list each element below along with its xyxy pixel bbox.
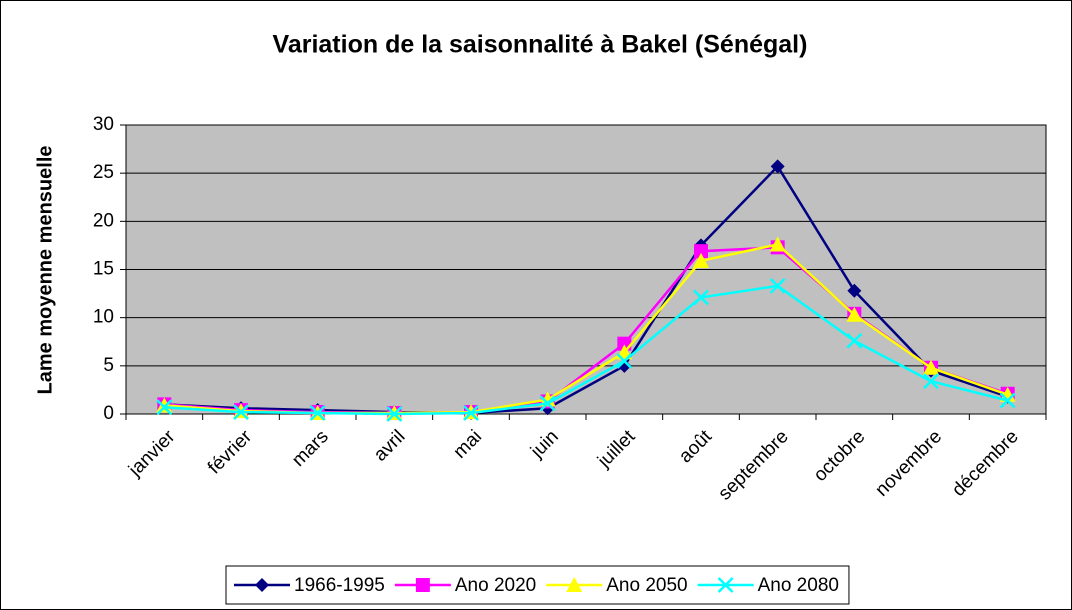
marker: [769, 236, 786, 252]
marker: [923, 373, 939, 390]
legend-label: Ano 2050: [606, 575, 687, 596]
marker: [539, 395, 556, 412]
series-line: [164, 164, 1009, 415]
marker: [846, 332, 863, 349]
marker: [255, 578, 269, 592]
y-tick-label: 30: [93, 114, 114, 135]
marker: [463, 405, 479, 421]
marker: [999, 392, 1016, 409]
y-tick-label: 20: [93, 210, 114, 231]
marker: [693, 289, 709, 306]
legend: 1966-1995 Ano 2020 Ano 2050 Ano 2080: [225, 565, 850, 605]
marker: [386, 406, 403, 422]
marker: [694, 244, 708, 259]
marker: [156, 399, 173, 416]
y-tick-label: 10: [93, 307, 114, 328]
legend-label: Ano 2020: [455, 575, 536, 596]
chart-title: Variation de la saisonnalité à Bakel (Sé…: [273, 31, 808, 59]
y-tick-label: 5: [103, 355, 114, 376]
marker: [566, 577, 583, 592]
marker: [846, 306, 863, 322]
marker: [616, 353, 633, 369]
marker: [415, 578, 430, 592]
marker: [770, 159, 785, 174]
y-tick-label: 15: [93, 259, 114, 280]
marker: [847, 283, 862, 298]
y-tick-label: 0: [103, 403, 114, 424]
marker: [769, 277, 786, 294]
legend-label: 1966-1995: [294, 575, 385, 596]
marker: [693, 252, 709, 268]
y-axis-label: Lame moyenne mensuelle: [34, 146, 56, 395]
legend-label: Ano 2080: [758, 575, 839, 596]
marker: [309, 405, 326, 421]
series-line: [164, 284, 1008, 416]
marker: [233, 404, 249, 420]
y-tick-label: 25: [93, 162, 114, 183]
marker: [717, 577, 734, 593]
marker: [923, 359, 939, 375]
